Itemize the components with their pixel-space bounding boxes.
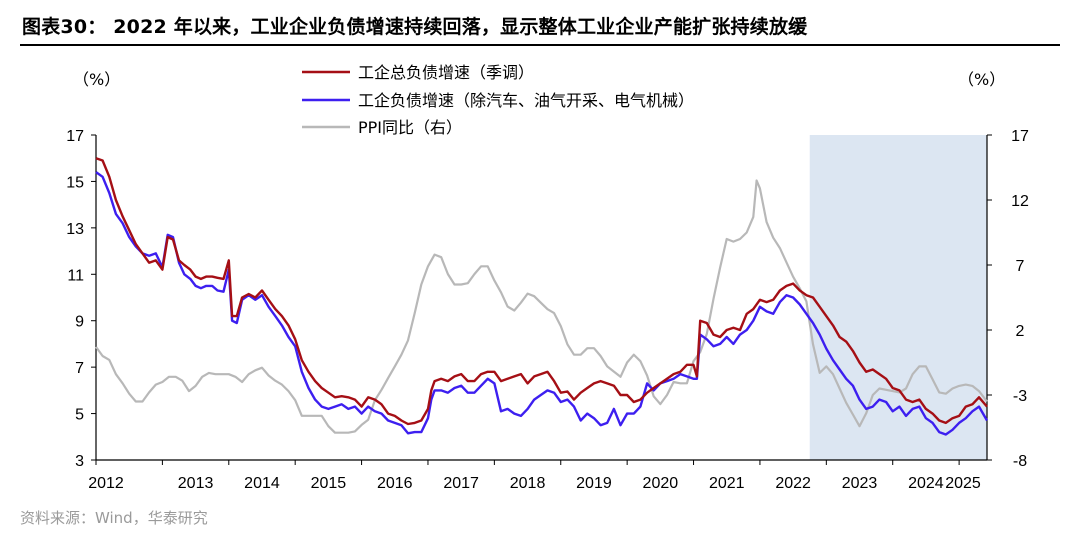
right-tick-label: 17 [1011,128,1029,145]
x-tick-label: 2017 [443,475,479,492]
x-tick-label: 2015 [311,475,347,492]
left-tick-label: 3 [75,453,84,470]
x-tick-label: 2018 [510,475,546,492]
left-tick-label: 9 [75,314,84,331]
series-line-ppi [95,179,988,434]
left-axis-unit: （%） [73,70,120,89]
x-tick-label: 2012 [88,475,124,492]
x-tick-label: 2024 [908,475,944,492]
x-tick-label: 2019 [576,475,612,492]
x-tick-label: 2022 [775,475,811,492]
legend-label-ppi: PPI同比（右） [358,118,462,137]
right-axis-unit: （%） [958,70,1005,89]
legend: 工企总负债增速（季调） 工企负债增速（除汽车、油气开采、电气机械） PPI同比（… [302,63,694,137]
x-tick-label: 2014 [244,475,280,492]
x-tick-label: 2016 [377,475,413,492]
title-divider [20,44,1060,46]
left-tick-label: 5 [75,407,84,424]
right-tick-label: 2 [1016,323,1025,340]
line-chart: （%） （%） 3 5 7 9 11 13 15 17 -8 -3 2 7 12 17 2012 2013 20… [66,63,1029,492]
series-line-core [95,171,989,436]
x-tick-label: 2013 [178,475,214,492]
right-tick-label: -8 [1013,453,1027,470]
shaded-period [809,135,987,460]
legend-label-total: 工企总负债增速（季调） [358,63,534,82]
x-tick-label: 2020 [643,475,679,492]
left-tick-label: 15 [66,174,84,191]
x-tick-label: 2021 [709,475,745,492]
right-tick-label: 7 [1016,258,1025,275]
chart-title: 图表30： 2022 年以来，工业企业负债增速持续回落，显示整体工业企业产能扩张… [22,16,808,38]
series-line-total [95,157,988,426]
left-tick-label: 7 [75,360,84,377]
left-tick-label: 11 [67,267,84,284]
left-tick-label: 17 [66,128,84,145]
x-tick-label: 2023 [842,475,878,492]
left-tick-label: 13 [66,221,84,238]
right-tick-label: 12 [1011,193,1029,210]
legend-label-core: 工企负债增速（除汽车、油气开采、电气机械） [358,91,694,110]
x-tick-label: 2025 [945,475,981,492]
source-note: 资料来源：Wind，华泰研究 [20,509,208,527]
tick-labels: 3 5 7 9 11 13 15 17 -8 -3 2 7 12 17 2012 2013 2014 2015 20… [66,128,1029,492]
right-tick-label: -3 [1013,388,1027,405]
